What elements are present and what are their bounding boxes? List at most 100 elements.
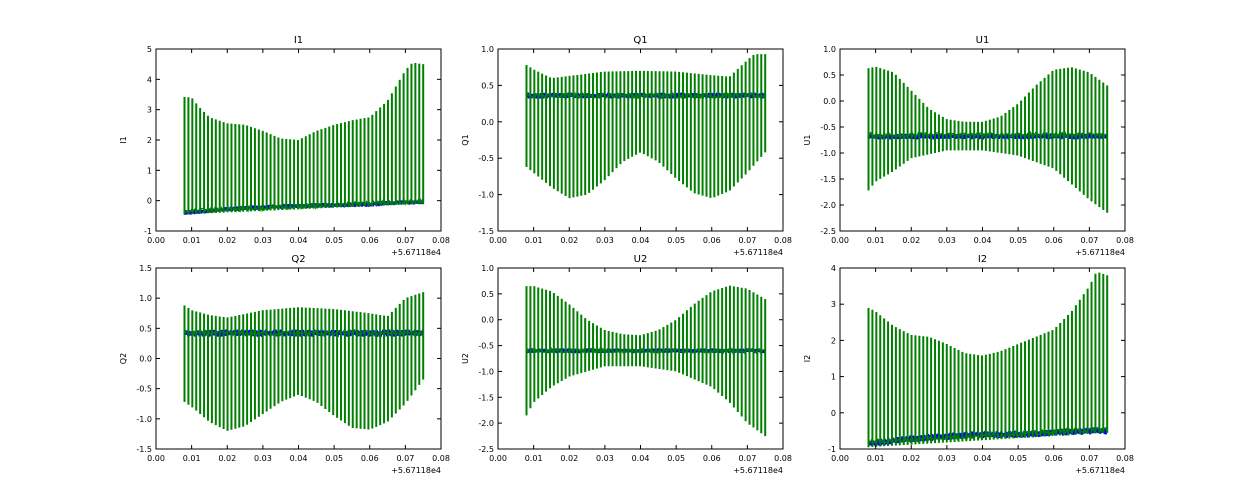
x-tick-label: 0.06 <box>703 454 721 463</box>
x-tick-label: 0.07 <box>396 454 414 463</box>
x-tick-label: 0.08 <box>1116 454 1134 463</box>
y-tick-label: -1.5 <box>478 227 494 236</box>
x-tick-label: 0.08 <box>1116 236 1134 245</box>
subplot-I1: 0.00 0.01 0.02 0.03 0.04 0.05 0.06 0.07 0.08 -1 0 1… <box>119 35 450 257</box>
x-tick-label: 0.04 <box>290 454 308 463</box>
x-tick-label: 0.03 <box>254 236 272 245</box>
y-tick-label: -1.5 <box>136 445 152 454</box>
x-tick-label: 0.02 <box>218 454 236 463</box>
x-tick-label: 0.00 <box>489 236 507 245</box>
plot-area <box>867 272 1109 448</box>
y-tick-label: 0 <box>147 197 152 206</box>
x-tick-label: 0.01 <box>525 454 543 463</box>
y-tick-label: 1.0 <box>139 294 152 303</box>
y-tick-label: -1.5 <box>478 393 494 402</box>
y-tick-label: -1.0 <box>478 367 494 376</box>
x-tick-label: 0.06 <box>1045 454 1063 463</box>
y-tick-label: -1 <box>828 445 836 454</box>
x-tick-label: 0.07 <box>738 236 756 245</box>
y-tick-label: -1.0 <box>136 415 152 424</box>
x-tick-label: 0.01 <box>183 454 201 463</box>
y-tick-label: 4 <box>147 75 152 84</box>
x-tick-label: 0.07 <box>396 236 414 245</box>
y-tick-label: -1 <box>144 227 152 236</box>
x-tick-label: 0.03 <box>938 236 956 245</box>
subplot-I2: 0.00 0.01 0.02 0.03 0.04 0.05 0.06 0.07 0.08 -1 0 1… <box>803 254 1134 475</box>
x-offset-label: +5.67118e4 <box>733 248 783 257</box>
x-tick-label: 0.05 <box>1009 454 1027 463</box>
x-tick-label: 0.00 <box>831 454 849 463</box>
y-tick-label: -2.0 <box>478 419 494 428</box>
x-tick-label: 0.04 <box>290 236 308 245</box>
x-tick-label: 0.03 <box>938 454 956 463</box>
y-tick-label: 0 <box>831 409 836 418</box>
x-tick-label: 0.03 <box>596 236 614 245</box>
y-tick-label: 0.0 <box>481 118 494 127</box>
x-tick-label: 0.01 <box>867 236 885 245</box>
x-tick-label: 0.00 <box>831 236 849 245</box>
y-tick-label: -0.5 <box>136 385 152 394</box>
y-tick-label: -1.0 <box>478 191 494 200</box>
y-tick-label: -2.5 <box>478 445 494 454</box>
x-tick-label: 0.03 <box>254 454 272 463</box>
x-tick-label: 0.01 <box>867 454 885 463</box>
y-tick-label: -0.5 <box>478 154 494 163</box>
x-tick-label: 0.08 <box>774 236 792 245</box>
y-tick-label: 2 <box>147 136 152 145</box>
y-axis-label: I2 <box>803 355 812 362</box>
subplot-title: U2 <box>634 254 648 265</box>
x-tick-label: 0.00 <box>147 236 165 245</box>
y-axis-label: I1 <box>119 136 128 143</box>
x-tick-label: 0.08 <box>432 236 450 245</box>
y-tick-label: 3 <box>147 106 152 115</box>
x-offset-label: +5.67118e4 <box>733 466 783 475</box>
subplot-title: I1 <box>294 35 303 46</box>
x-tick-label: 0.05 <box>325 236 343 245</box>
y-axis-label: U1 <box>803 135 812 146</box>
subplot-title: Q2 <box>291 254 305 265</box>
x-tick-label: 0.08 <box>774 454 792 463</box>
y-tick-label: 0.5 <box>823 71 836 80</box>
y-tick-label: -1.0 <box>820 149 836 158</box>
subplot-U1: 0.00 0.01 0.02 0.03 0.04 0.05 0.06 0.07 0.08 -2.5… <box>803 35 1134 257</box>
x-tick-label: 0.02 <box>218 236 236 245</box>
y-tick-label: 0.5 <box>481 81 494 90</box>
x-tick-label: 0.00 <box>147 454 165 463</box>
x-tick-label: 0.07 <box>1080 236 1098 245</box>
y-tick-label: 5 <box>147 45 152 54</box>
y-axis-label: U2 <box>461 353 470 364</box>
x-tick-label: 0.08 <box>432 454 450 463</box>
y-tick-label: 1.5 <box>139 264 152 273</box>
x-tick-label: 0.06 <box>361 454 379 463</box>
x-offset-label: +5.67118e4 <box>391 248 441 257</box>
plot-area <box>525 54 767 199</box>
x-tick-label: 0.05 <box>667 236 685 245</box>
x-tick-label: 0.05 <box>325 454 343 463</box>
x-offset-label: +5.67118e4 <box>391 466 441 475</box>
x-tick-label: 0.00 <box>489 454 507 463</box>
x-tick-label: 0.02 <box>560 454 578 463</box>
y-axis-label: Q2 <box>119 353 128 364</box>
y-tick-label: 1 <box>831 373 836 382</box>
x-tick-label: 0.02 <box>560 236 578 245</box>
x-tick-label: 0.04 <box>632 454 650 463</box>
y-tick-label: 1.0 <box>481 45 494 54</box>
y-axis-label: Q1 <box>461 134 470 145</box>
y-tick-label: 1.0 <box>823 45 836 54</box>
x-offset-label: +5.67118e4 <box>1075 248 1125 257</box>
y-tick-label: -0.5 <box>820 123 836 132</box>
subplot-U2: 0.00 0.01 0.02 0.03 0.04 0.05 0.06 0.07 0.08 -2.5… <box>461 254 792 475</box>
y-tick-label: 0.0 <box>139 355 152 364</box>
y-tick-label: 0.5 <box>139 324 152 333</box>
y-tick-label: 1.0 <box>481 264 494 273</box>
x-tick-label: 0.04 <box>632 236 650 245</box>
x-tick-label: 0.06 <box>1045 236 1063 245</box>
y-tick-label: 1 <box>147 166 152 175</box>
x-tick-label: 0.05 <box>667 454 685 463</box>
plot-area <box>867 66 1109 213</box>
y-tick-label: 0.0 <box>823 97 836 106</box>
x-tick-label: 0.01 <box>183 236 201 245</box>
y-tick-label: -2.0 <box>820 201 836 210</box>
y-tick-label: 3 <box>831 300 836 309</box>
